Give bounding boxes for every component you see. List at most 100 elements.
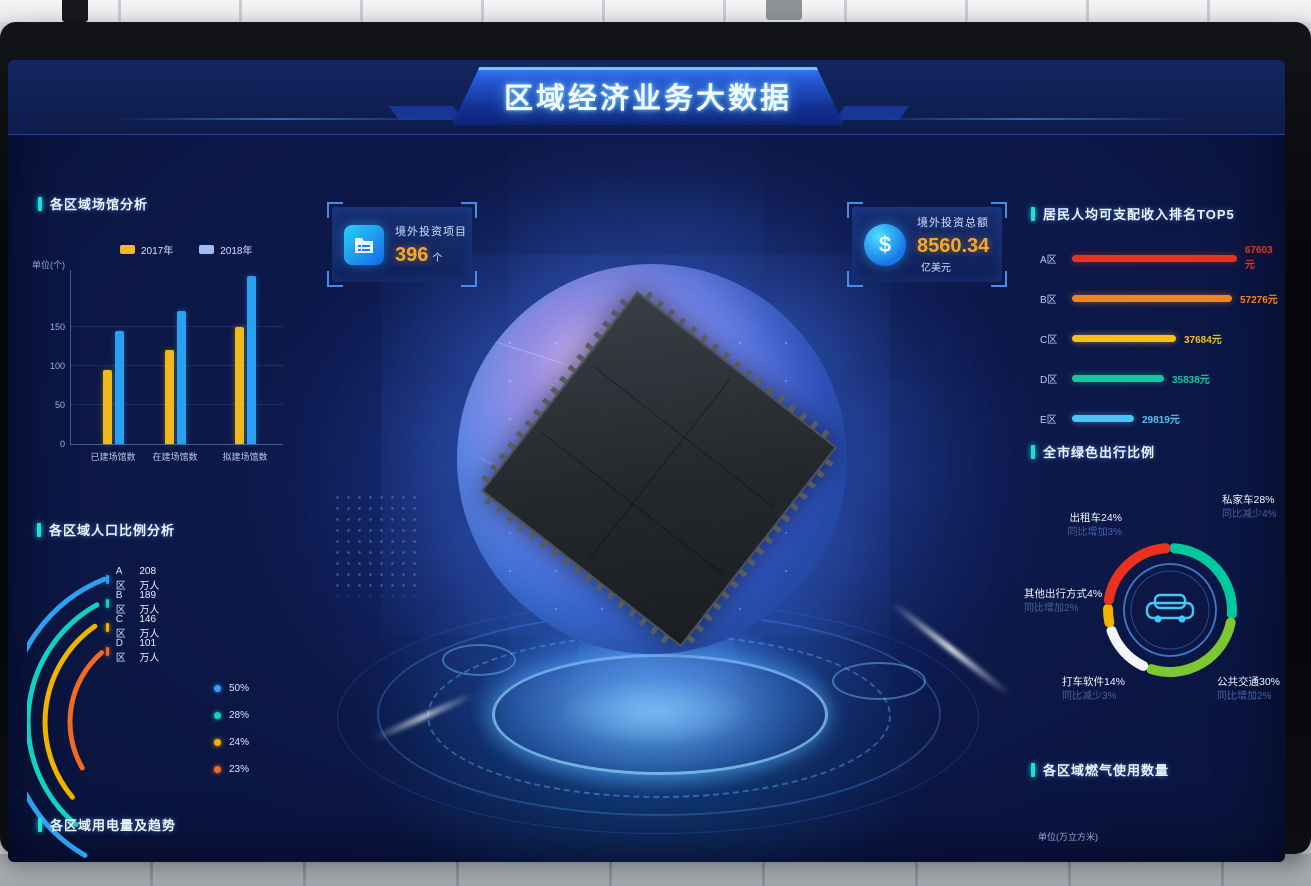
population-row-dot [106, 622, 109, 632]
population-row: A区 208万人 [106, 566, 165, 592]
x-axis-label: 拟建场馆数 [222, 452, 268, 462]
income-value: 67603元 [1244, 245, 1273, 271]
income-row: D区 35838元 [1040, 372, 1210, 386]
header-accent-line-right [853, 118, 1198, 120]
bar-2018年 [114, 330, 124, 444]
tv-frame: 区域经济业务大数据 各区域场馆分析 2017年 2018年 单位(个) 0 50 1… [0, 22, 1311, 862]
population-row-label: A区 [115, 566, 126, 592]
donut-inner-ring [1130, 570, 1210, 650]
venues-legend: 2017年 2018年 [120, 242, 253, 257]
header-banner: 区域经济业务大数据 [452, 67, 844, 125]
legend-swatch-2018 [199, 245, 215, 254]
income-row: C区 37684元 [1040, 332, 1222, 346]
folder-document-icon [344, 224, 384, 265]
stat-label: 境外投资总额 [917, 216, 989, 229]
travel-label-name: 其他出行方式4% [1024, 588, 1103, 600]
income-value: 57276元 [1240, 294, 1278, 306]
card-corner [461, 271, 477, 287]
population-row: D区 101万人 [106, 638, 165, 664]
population-arc-C区 [42, 623, 98, 800]
platform-ring-4 [557, 677, 757, 747]
venues-chart: 0 50 100 150 已建场馆数 在建场馆数 拟建场馆数 [50, 270, 283, 462]
card-corner [327, 271, 343, 287]
travel-label-name: 出租车24% [1069, 512, 1122, 524]
population-row-dot [106, 574, 109, 584]
income-category-label: D区 [1040, 374, 1058, 386]
platform-ring-side-right [832, 662, 926, 700]
y-axis-tick: 50 [54, 400, 65, 410]
travel-label-打车软件: 打车软件14% 同比减少3% [1062, 676, 1142, 703]
legend-value: 23% [229, 763, 250, 775]
page-title: 区域经济业务大数据 [503, 83, 792, 115]
panel-income-title: 居民人均可支配收入排名TOP5 [1031, 204, 1235, 223]
travel-label-name: 私家车28% [1222, 494, 1275, 506]
x-axis-label: 已建场馆数 [90, 452, 136, 462]
income-bar [1072, 334, 1176, 342]
bar-group [234, 276, 256, 444]
bar-group [164, 311, 186, 444]
legend-dot [214, 684, 221, 692]
population-legend-item: 50% [214, 682, 249, 694]
population-arc-D区 [67, 650, 105, 771]
y-axis-tick: 100 [49, 361, 65, 371]
title-accent-bar [38, 196, 42, 211]
travel-label-yoy: 同比减少4% [1222, 509, 1277, 520]
population-row-dot [106, 646, 109, 656]
title-accent-bar [37, 522, 41, 537]
travel-label-name: 打车软件14% [1062, 676, 1126, 688]
chip-line [588, 378, 731, 561]
donut-segment-公共交通 [1146, 617, 1236, 677]
population-row-dot [106, 598, 109, 608]
travel-donut [1103, 543, 1237, 677]
income-category-label: B区 [1040, 294, 1057, 306]
stat-value: 8560.34 [917, 234, 990, 257]
income-value: 37684元 [1184, 334, 1222, 346]
dollar-coin-icon: $ [864, 223, 906, 266]
title-accent-bar [1031, 444, 1035, 459]
stat-unit: 亿美元 [921, 262, 951, 274]
card-corner [327, 202, 343, 218]
panel-gas-title: 各区域燃气使用数量 [1031, 760, 1169, 779]
legend-value: 28% [229, 709, 250, 721]
bar-2017年 [234, 327, 244, 444]
car-icon [1132, 572, 1208, 648]
stat-label: 境外投资项目 [395, 225, 467, 238]
title-accent-bar [1031, 206, 1035, 221]
stat-value: 396 [395, 243, 429, 266]
panel-population-title: 各区域人口比例分析 [37, 520, 175, 539]
population-row-value: 189万人 [139, 590, 160, 616]
travel-label-公共交通: 公共交通30% 同比增加2% [1217, 676, 1285, 703]
panel-venues-title: 各区域场馆分析 [38, 194, 148, 213]
travel-label-yoy: 同比增加2% [1217, 691, 1272, 702]
card-corner [991, 202, 1007, 218]
bar-2018年 [246, 276, 256, 444]
population-row-value: 101万人 [139, 638, 160, 664]
travel-label-出租车: 出租车24% 同比增加3% [1022, 512, 1122, 539]
dot-grid-decoration [332, 492, 418, 596]
population-row-value: 208万人 [139, 566, 160, 592]
income-bars: A区 67603元 B区 57276元 C区 37684元 D区 35838元 E区 29819元 [1036, 245, 1282, 432]
income-category-label: A区 [1040, 254, 1057, 266]
population-arcs [27, 576, 107, 858]
stat-card-amount: $ 境外投资总额 8560.34 亿美元 [847, 202, 1007, 287]
venues-unit-label: 单位(个) [32, 260, 65, 270]
donut-segment-其他出行方式 [1103, 603, 1115, 628]
card-corner [461, 202, 477, 218]
bar-2018年 [176, 311, 186, 444]
population-legend-item: 28% [214, 709, 249, 721]
bar-2017年 [102, 369, 112, 444]
legend-swatch-2017 [120, 245, 135, 254]
income-category-label: C区 [1040, 334, 1058, 346]
income-bar [1071, 254, 1237, 262]
population-row-label: C区 [115, 614, 126, 640]
income-value: 35838元 [1172, 374, 1210, 386]
title-accent-bar [1031, 762, 1035, 777]
travel-label-yoy: 同比增加3% [1067, 527, 1122, 538]
wall-object-dark [62, 0, 88, 22]
income-row: E区 29819元 [1040, 412, 1180, 426]
donut-segment-打车软件 [1106, 625, 1149, 671]
bar-group [102, 330, 124, 444]
stat-card-projects: 境外投资项目 396 个 [327, 202, 477, 287]
income-row: B区 57276元 [1040, 292, 1278, 306]
population-legend-item: 23% [214, 763, 249, 775]
